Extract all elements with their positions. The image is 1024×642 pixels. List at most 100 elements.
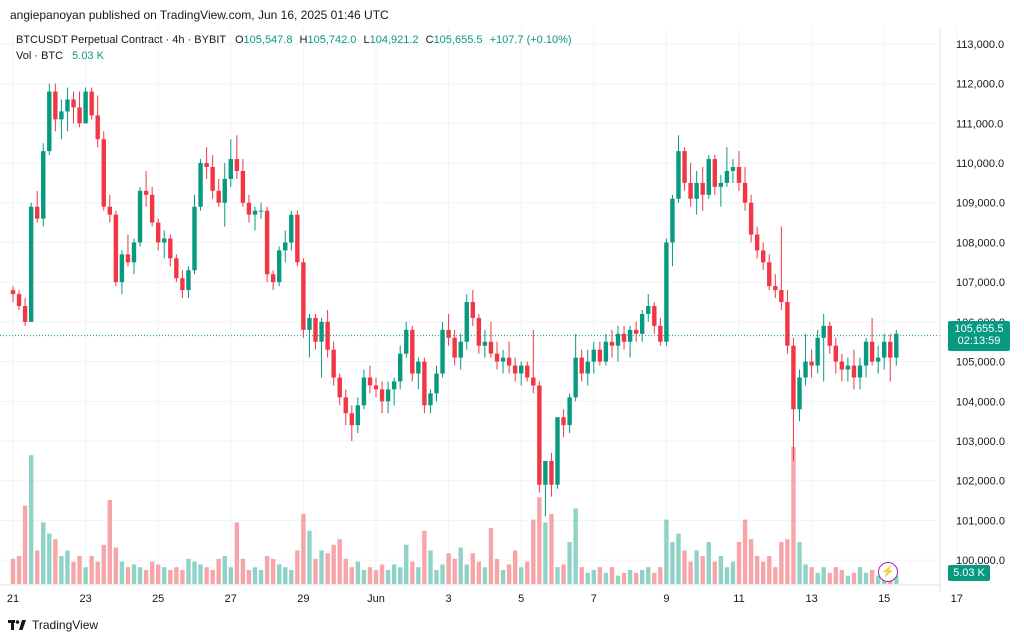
candle-body xyxy=(89,91,94,116)
candle xyxy=(156,218,161,251)
candle xyxy=(573,333,578,402)
candle xyxy=(549,452,554,497)
candle-body xyxy=(803,361,808,378)
candle-body xyxy=(95,115,100,140)
candle-body xyxy=(319,321,324,342)
candle-body xyxy=(47,91,52,152)
volume-bar xyxy=(573,508,578,584)
candle xyxy=(482,329,488,358)
candle-body xyxy=(313,317,318,342)
candle-body xyxy=(779,290,784,303)
volume-bar xyxy=(821,567,826,584)
candle-body xyxy=(210,167,215,191)
candle-body xyxy=(283,242,288,251)
candle-body xyxy=(767,262,772,287)
candle xyxy=(379,381,385,414)
time-tick-label: 21 xyxy=(7,593,19,605)
volume-bar xyxy=(379,564,385,584)
candle-body xyxy=(65,99,70,112)
volume-bar xyxy=(494,558,500,584)
volume-bar xyxy=(416,567,421,584)
candle xyxy=(827,321,832,354)
price-tick-label: 103,000.0 xyxy=(956,436,1005,448)
volume-bar xyxy=(500,570,506,584)
candle-body xyxy=(869,341,875,362)
candle-body xyxy=(391,381,397,390)
candle xyxy=(682,147,687,191)
candle xyxy=(101,131,106,211)
candle-body xyxy=(416,361,421,374)
time-tick-label: 9 xyxy=(663,593,669,605)
candle xyxy=(174,254,179,283)
candle xyxy=(180,270,185,299)
volume-bar xyxy=(712,561,717,584)
candle xyxy=(258,202,264,219)
candle-body xyxy=(797,377,802,410)
candle-body xyxy=(857,365,863,378)
time-tick-label: 17 xyxy=(951,593,963,605)
candle xyxy=(658,317,663,346)
candle xyxy=(416,357,421,390)
candle-body xyxy=(736,167,742,183)
candle-body xyxy=(682,151,687,183)
volume-bar xyxy=(422,530,427,584)
candle-body xyxy=(180,278,185,291)
volume-bar xyxy=(519,567,524,584)
volume-bar xyxy=(603,572,609,584)
candles xyxy=(10,83,899,517)
price-tick-label: 104,000.0 xyxy=(956,396,1005,408)
price-tick-label: 111,000.0 xyxy=(956,118,1003,130)
candle xyxy=(71,91,76,124)
candle-body xyxy=(222,178,227,203)
legend-symbol[interactable]: BTCUSDT Perpetual Contract · 4h · BYBIT xyxy=(16,34,226,46)
candle-body xyxy=(270,274,276,283)
volume-bar xyxy=(615,575,621,584)
volume-bar xyxy=(240,558,246,584)
candle-body xyxy=(821,325,826,338)
volume-bar xyxy=(204,567,209,584)
volume-bar xyxy=(488,528,494,584)
volume-bar xyxy=(331,544,336,584)
candle-body xyxy=(137,190,143,243)
candle xyxy=(579,349,584,382)
legend-change: +107.7 (+0.10%) xyxy=(489,34,572,46)
candle-body xyxy=(603,341,609,362)
candle-body xyxy=(633,329,639,334)
candle-body xyxy=(446,329,451,338)
price-tick-label: 113,000.0 xyxy=(956,39,1004,51)
candle xyxy=(107,194,112,223)
volume-bar xyxy=(779,542,784,584)
candle xyxy=(718,174,724,207)
volume-bar xyxy=(543,522,548,584)
time-tick-label: Jun xyxy=(367,593,385,605)
legend-volume-label: Vol · BTC xyxy=(16,50,64,62)
volume-bar xyxy=(428,550,433,584)
lightning-icon[interactable]: ⚡ xyxy=(878,562,898,582)
candle xyxy=(301,258,306,338)
volume-bar xyxy=(482,567,488,584)
candle-body xyxy=(410,329,415,374)
volume-bar xyxy=(16,556,22,584)
volume-bar xyxy=(216,558,221,584)
candle xyxy=(10,286,16,303)
candle xyxy=(149,186,155,227)
volume-bar xyxy=(797,542,802,584)
volume-bar xyxy=(694,550,699,584)
volume-bar xyxy=(234,522,240,584)
volume-bar xyxy=(646,567,651,584)
candle xyxy=(319,317,324,378)
volume-bar xyxy=(633,572,639,584)
candle-body xyxy=(688,182,693,199)
candle xyxy=(730,159,736,183)
price-tick-label: 100,000.0 xyxy=(956,555,1005,567)
volume-bar xyxy=(579,567,584,584)
candle-body xyxy=(367,377,373,386)
candle-body xyxy=(149,194,155,223)
candle-body xyxy=(543,460,548,485)
volume-bar xyxy=(22,505,28,584)
candle xyxy=(59,99,64,140)
candle-body xyxy=(373,385,379,390)
volume-bar xyxy=(385,570,391,584)
candle xyxy=(742,167,748,211)
published-info: angiepanoyan published on TradingView.co… xyxy=(10,8,389,22)
